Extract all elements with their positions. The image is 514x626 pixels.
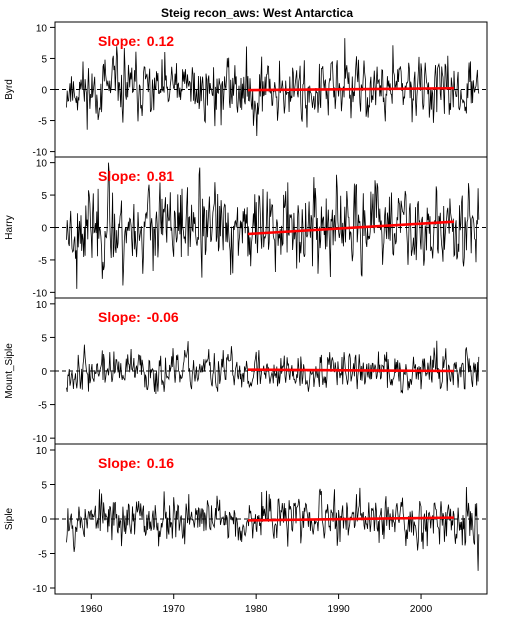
- slope-value: 0.81: [147, 168, 174, 184]
- x-tick-label: 1980: [245, 604, 268, 615]
- series-line: [66, 162, 480, 289]
- slope-value: 0.16: [147, 455, 174, 471]
- panel-ylabel: Siple: [4, 507, 15, 530]
- y-tick-label: 10: [36, 159, 48, 170]
- trend-line: [247, 220, 455, 236]
- panel-byrd: -10 -5 0 5 10 Byrd Slope: 0.12: [4, 21, 488, 159]
- y-tick-label: 5: [41, 481, 47, 492]
- y-tick-label: -10: [33, 584, 48, 595]
- panel-ylabel: Mount_Siple: [4, 343, 15, 399]
- slope-label-prefix: Slope:: [98, 455, 141, 471]
- y-tick-label: 0: [41, 515, 47, 526]
- y-tick-label: -5: [38, 550, 47, 561]
- series-line: [66, 38, 480, 137]
- y-tick-label: -5: [38, 117, 47, 128]
- slope-label-prefix: Slope:: [98, 33, 141, 49]
- x-tick-label: 2000: [410, 604, 433, 615]
- panel-ylabel: Byrd: [4, 79, 15, 100]
- panel-ylabel: Harry: [4, 215, 15, 239]
- panels: -10 -5 0 5 10 Byrd Slope: 0.12 -10 -5 0 5 10 Harry Slo…: [4, 21, 488, 595]
- y-tick-label: 10: [36, 446, 48, 457]
- y-tick-label: 10: [36, 300, 48, 311]
- slope-value: 0.12: [147, 33, 174, 49]
- slope-label: Slope: 0.12: [98, 33, 174, 49]
- panel-harry: -10 -5 0 5 10 Harry Slope: 0.81: [4, 156, 488, 299]
- slope-label: Slope: 0.81: [98, 168, 174, 184]
- chart-title: Steig recon_aws: West Antarctica: [161, 6, 353, 20]
- slope-label: Slope: 0.16: [98, 455, 174, 471]
- y-tick-label: 0: [41, 224, 47, 235]
- y-tick-label: -10: [33, 434, 48, 445]
- y-tick-label: 5: [41, 191, 47, 202]
- slope-label: Slope: -0.06: [98, 309, 179, 325]
- series-line: [66, 340, 480, 395]
- panel-siple: -10 -5 0 5 10 Siple Slope: 0.16: [4, 443, 488, 595]
- panel-mount-siple: -10 -5 0 5 10 Mount_Siple Slope: -0.06: [4, 297, 488, 445]
- x-tick-label: 1970: [163, 604, 186, 615]
- trend-line: [247, 368, 455, 373]
- y-tick-label: -5: [38, 256, 47, 267]
- slope-label-prefix: Slope:: [98, 309, 141, 325]
- x-tick-label: 1990: [327, 604, 350, 615]
- slope-value: -0.06: [147, 309, 179, 325]
- y-tick-label: -10: [33, 288, 48, 299]
- y-tick-label: 0: [41, 86, 47, 97]
- trend-line: [247, 516, 455, 522]
- y-tick-label: 5: [41, 333, 47, 344]
- x-axis: 1960 1970 1980 1990 2000: [80, 593, 433, 615]
- trend-line: [247, 86, 455, 92]
- slope-label-prefix: Slope:: [98, 168, 141, 184]
- y-tick-label: -10: [33, 148, 48, 159]
- y-tick-label: 10: [36, 23, 48, 34]
- x-tick-label: 1960: [80, 604, 103, 615]
- y-tick-label: 5: [41, 54, 47, 65]
- y-tick-label: -5: [38, 401, 47, 412]
- y-tick-label: 0: [41, 367, 47, 378]
- series-line: [66, 486, 480, 571]
